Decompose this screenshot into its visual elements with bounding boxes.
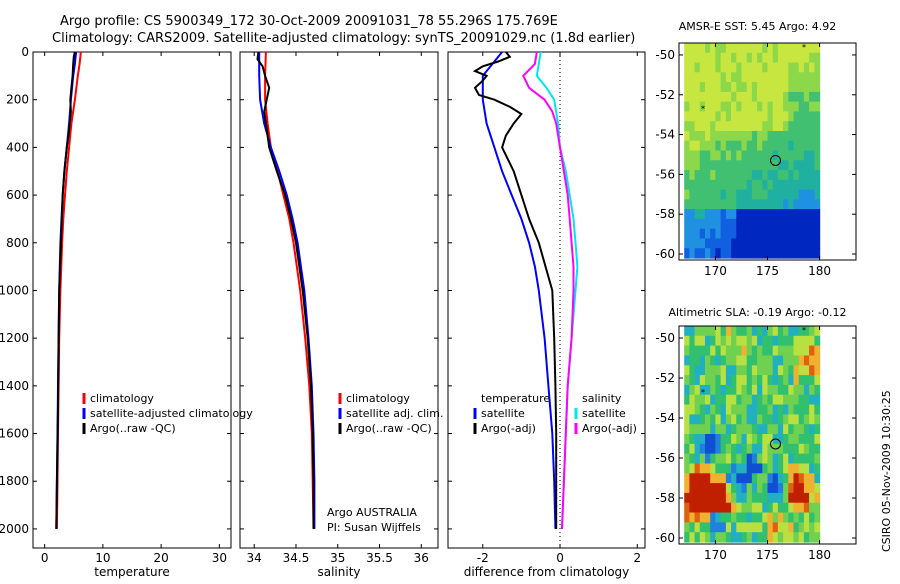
x-tick-label: 34 xyxy=(247,551,262,565)
map-y-tick-label: -52 xyxy=(655,88,675,102)
y-tick-label: 1000 xyxy=(0,283,29,297)
series-line xyxy=(522,52,575,529)
x-tick-label: -2 xyxy=(477,551,489,565)
map-title: AMSR-E SST: 5.45 Argo: 4.92 xyxy=(679,20,837,33)
y-tick-label: 1200 xyxy=(0,331,29,345)
map-y-tick-label: -56 xyxy=(655,451,675,465)
map-y-tick-label: -50 xyxy=(655,48,675,62)
map-x-tick-label: 180 xyxy=(808,548,831,562)
x-tick-label: 2 xyxy=(633,551,641,565)
map-field xyxy=(684,43,821,259)
sst-map: AMSR-E SST: 5.45 Argo: 4.92 170 175 180 -50 -… xyxy=(655,20,857,278)
legend-entry-label: Argo(..raw -QC) xyxy=(90,422,176,435)
map-star-marker: * xyxy=(701,105,705,114)
map-y-tick-label: -60 xyxy=(655,531,675,545)
legend-salinity-title: salinity xyxy=(582,392,622,405)
y-tick-label: 1400 xyxy=(0,379,29,393)
map-x-tick-label: 175 xyxy=(756,264,779,278)
header-line2: Climatology: CARS2009. Satellite-adjuste… xyxy=(52,31,635,46)
x-tick-label: 30 xyxy=(212,551,227,565)
y-tick-label: 1800 xyxy=(0,474,29,488)
map-y-tick-label: -54 xyxy=(655,411,675,425)
header-line1: Argo profile: CS 5900349_172 30-Oct-2009… xyxy=(60,14,558,29)
pi-annotation: PI: Susan Wijffels xyxy=(327,521,421,534)
map-star-marker: * xyxy=(802,43,806,52)
argo-location-marker xyxy=(770,438,782,450)
legend-salinity-satellite-label: satellite xyxy=(582,407,626,420)
salinity-profile-plot: 34 34.5 35 35.5 36 salinity climatology satelli… xyxy=(239,51,443,579)
map-star-marker: * xyxy=(701,388,705,397)
x-axis-label: difference from climatology xyxy=(464,565,630,579)
map-field xyxy=(684,326,821,543)
map-y-tick-label: -58 xyxy=(655,491,675,505)
map-x-tick-label: 170 xyxy=(704,264,727,278)
x-tick-label: 20 xyxy=(153,551,168,565)
map-y-tick-label: -54 xyxy=(655,128,675,142)
map-x-tick-label: 175 xyxy=(756,548,779,562)
argo-location-marker xyxy=(770,154,782,166)
map-y-tick-label: -52 xyxy=(655,371,675,385)
y-tick-label: 1600 xyxy=(0,427,29,441)
x-tick-label: 0 xyxy=(556,551,564,565)
map-y-tick-label: -58 xyxy=(655,207,675,221)
x-tick-label: 10 xyxy=(95,551,110,565)
x-axis-label: salinity xyxy=(317,565,360,579)
y-tick-label: 600 xyxy=(6,188,29,202)
series-line xyxy=(55,52,76,529)
legend-entry-label: satellite-adjusted climatology xyxy=(90,407,253,420)
series-line xyxy=(472,52,558,529)
x-tick-label: 0 xyxy=(41,551,49,565)
x-tick-label: 34.5 xyxy=(283,551,310,565)
map-y-tick-label: -60 xyxy=(655,247,675,261)
map-y-tick-label: -56 xyxy=(655,167,675,181)
series-line xyxy=(481,52,557,529)
y-tick-label: 0 xyxy=(21,45,29,59)
legend-entry-label: satellite adj. clim. xyxy=(346,407,443,420)
y-tick-label: 400 xyxy=(6,140,29,154)
legend-entry-label: climatology xyxy=(90,392,154,405)
y-tick-label: 800 xyxy=(6,236,29,250)
temperature-profile-plot: 0 10 20 30 temperature 0 200 400 600 800 1000 1200 1… xyxy=(0,45,253,579)
map-x-tick-label: 170 xyxy=(704,548,727,562)
map-y-tick-label: -50 xyxy=(655,331,675,345)
legend-temperature-argo-label: Argo(-adj) xyxy=(481,422,536,435)
series-line xyxy=(256,52,315,529)
x-tick-label: 35.5 xyxy=(366,551,393,565)
legend-entry-label: climatology xyxy=(346,392,410,405)
x-tick-label: 35 xyxy=(330,551,345,565)
plot-frame xyxy=(447,51,646,549)
argo-annotation: Argo AUSTRALIA xyxy=(327,506,417,519)
y-tick-label: 200 xyxy=(6,93,29,107)
x-tick-label: 36 xyxy=(414,551,429,565)
plot-frame xyxy=(239,51,439,549)
plot-frame xyxy=(32,51,232,549)
legend-entry-label: Argo(..raw -QC) xyxy=(346,422,432,435)
y-tick-label: 2000 xyxy=(0,522,29,536)
x-axis-label: temperature xyxy=(94,565,169,579)
map-title: Altimetric SLA: -0.19 Argo: -0.12 xyxy=(669,306,847,319)
map-star-marker: * xyxy=(802,326,806,335)
legend-temperature-satellite-label: satellite xyxy=(481,407,525,420)
footer-stamp: CSIRO 05-Nov-2009 10:30:25 xyxy=(880,390,893,552)
legend-salinity-argo-label: Argo(-adj) xyxy=(582,422,637,435)
series-line xyxy=(264,52,315,529)
legend-temperature-title: temperature xyxy=(481,392,550,405)
sla-map: Altimetric SLA: -0.19 Argo: -0.12 170 175 1… xyxy=(655,306,857,562)
map-x-tick-label: 180 xyxy=(808,264,831,278)
